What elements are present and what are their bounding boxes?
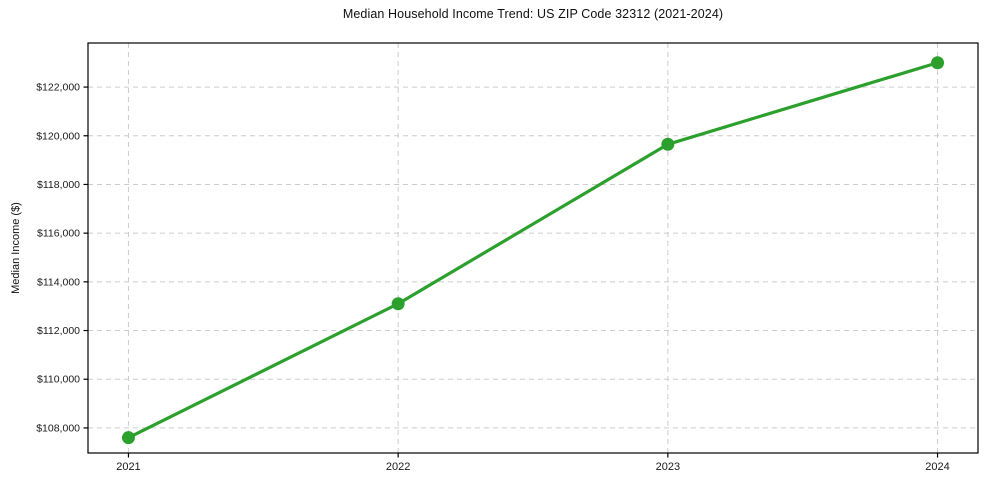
y-tick-label: $108,000	[36, 422, 80, 434]
data-point	[931, 56, 945, 70]
x-tick-label: 2021	[116, 461, 140, 473]
data-point	[661, 137, 675, 151]
x-tick-label: 2023	[656, 461, 680, 473]
y-tick-label: $118,000	[37, 179, 80, 191]
y-tick-label: $112,000	[37, 325, 80, 337]
data-point	[121, 431, 135, 445]
y-tick-label: $122,000	[36, 82, 80, 94]
x-tick-label: 2024	[925, 461, 949, 473]
data-point	[391, 297, 405, 311]
y-tick-label: $116,000	[37, 228, 80, 240]
y-tick-label: $110,000	[37, 374, 80, 386]
y-tick-label: $114,000	[37, 276, 80, 288]
chart-title: Median Household Income Trend: US ZIP Co…	[342, 7, 724, 21]
y-axis-title: Median Income ($)	[10, 202, 22, 294]
x-tick-label: 2022	[386, 461, 410, 473]
plot-border	[87, 42, 979, 454]
trend-line	[126, 61, 940, 440]
y-tick-label: $120,000	[36, 130, 80, 142]
